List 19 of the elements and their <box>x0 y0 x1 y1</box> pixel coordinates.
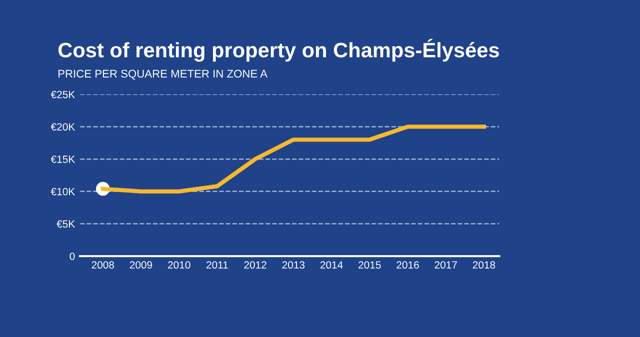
x-tick-label: 2012 <box>244 261 266 269</box>
x-tick-label: 2015 <box>358 261 381 269</box>
chart-subtitle: PRICE PER SQUARE METER IN ZONE A <box>58 70 268 80</box>
x-tick-label: 2008 <box>92 261 114 269</box>
y-tick-label: €15K <box>50 156 76 163</box>
chart-title: Cost of renting property on Champs-Élysées <box>58 38 499 62</box>
y-tick-label: 0 <box>70 252 75 260</box>
y-tick-label: €5K <box>56 220 76 228</box>
y-tick-label: €10K <box>50 188 76 196</box>
x-tick-label: 2014 <box>320 261 343 269</box>
x-tick-label: 2011 <box>206 261 228 269</box>
x-tick-label: 2018 <box>472 261 496 269</box>
y-tick-label: €20K <box>50 123 76 131</box>
x-tick-label: 2013 <box>282 261 305 269</box>
x-tick-label: 2010 <box>168 261 190 269</box>
x-tick-label: 2016 <box>396 261 419 269</box>
x-tick-label: 2009 <box>130 261 152 269</box>
y-tick-label: €25K <box>50 90 76 98</box>
x-tick-label: 2017 <box>434 261 457 269</box>
